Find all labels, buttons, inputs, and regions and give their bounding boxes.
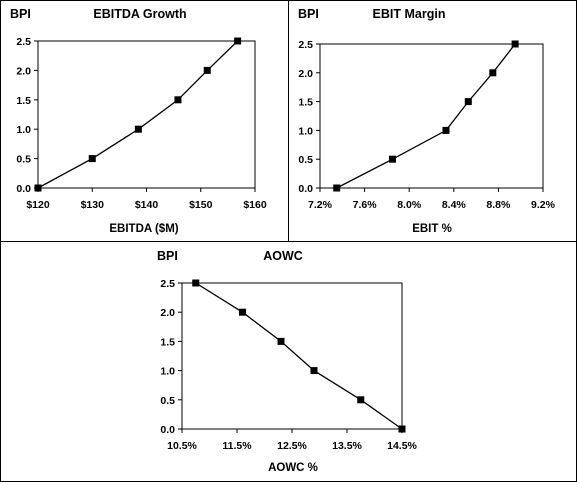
data-point (234, 37, 242, 45)
plot-area (37, 40, 256, 189)
data-point (310, 367, 318, 375)
x-tick-label: 8.8% (486, 199, 511, 211)
data-point (464, 98, 472, 106)
y-tick-label: 2.5 (16, 36, 31, 48)
y-tick-label: 1.5 (16, 95, 31, 107)
x-tick-label: $140 (135, 199, 159, 211)
x-axis-label: AOWC % (268, 462, 318, 474)
y-tick-label: 1.0 (16, 124, 31, 136)
chart-title: EBITDA Growth (93, 7, 186, 21)
data-point (333, 184, 341, 192)
x-tick-label: 8.0% (397, 199, 422, 211)
y-tick-label: 2.0 (160, 307, 175, 319)
series-line (195, 282, 403, 430)
y-tick-label: 0.5 (16, 154, 31, 166)
x-tick-label: 7.6% (353, 199, 378, 211)
data-point (34, 184, 42, 192)
chart-ebit-margin: BPI EBIT Margin EBIT % 0.0 0.5 1.0 1.5 2.0 2.… (298, 7, 556, 235)
x-tick-label: 9.2% (531, 199, 556, 211)
plot-area (319, 43, 544, 189)
data-point (134, 125, 142, 133)
x-tick-label: 7.2% (308, 199, 333, 211)
chart-title: AOWC (263, 249, 303, 263)
x-tick-label: 10.5% (167, 440, 197, 452)
y-tick-label: 0.0 (16, 183, 31, 195)
x-tick-label: 8.4% (442, 199, 467, 211)
y-tick-label: 0.0 (160, 424, 175, 436)
data-point (489, 69, 497, 77)
y-tick-label: 1.0 (298, 125, 313, 137)
x-tick-label: $150 (189, 199, 213, 211)
data-point (203, 66, 211, 74)
data-point (398, 425, 406, 433)
y-tick-label: 2.0 (298, 68, 313, 80)
y-axis-label: BPI (10, 7, 31, 21)
data-point (239, 308, 246, 316)
y-tick-label: 2.5 (160, 278, 175, 290)
y-tick-label: 1.5 (298, 97, 313, 109)
y-tick-label: 0.5 (298, 154, 313, 166)
y-tick-label: 2.0 (16, 65, 31, 77)
x-tick-label: $120 (26, 199, 50, 211)
y-tick-label: 2.5 (298, 39, 313, 51)
data-point (88, 155, 96, 163)
y-axis-label: BPI (157, 249, 178, 263)
chart-ebitda-growth: BPI EBITDA Growth EBITDA ($M) 0.0 0.5 1.0 1… (10, 7, 267, 235)
y-tick-label: 0.5 (160, 395, 175, 407)
x-tick-label: 12.5% (277, 440, 307, 452)
x-axis-label: EBITDA ($M) (109, 223, 178, 235)
x-tick-label: $160 (243, 199, 267, 211)
series-line (37, 40, 239, 189)
data-point (357, 396, 365, 404)
chart-title: EBIT Margin (373, 7, 446, 21)
data-point (511, 40, 519, 48)
data-point (442, 126, 450, 134)
x-tick-label: 13.5% (332, 440, 362, 452)
x-axis-label: EBIT % (412, 223, 452, 235)
y-tick-label: 1.5 (160, 336, 175, 348)
y-tick-label: 1.0 (160, 366, 175, 378)
y-tick-label: 0.0 (298, 183, 313, 195)
y-axis-label: BPI (298, 7, 319, 21)
series-line (336, 43, 516, 189)
x-tick-label: 14.5% (387, 440, 417, 452)
x-tick-label: $130 (81, 199, 105, 211)
x-tick-label: 11.5% (222, 440, 252, 452)
chart-aowc: BPI AOWC AOWC % 0.0 0.5 1.0 1.5 2.0 2.5 10.5% 1… (157, 249, 418, 474)
data-point (192, 279, 200, 287)
data-point (174, 96, 182, 104)
data-point (388, 155, 396, 163)
data-point (277, 337, 285, 345)
plot-area (181, 282, 403, 430)
